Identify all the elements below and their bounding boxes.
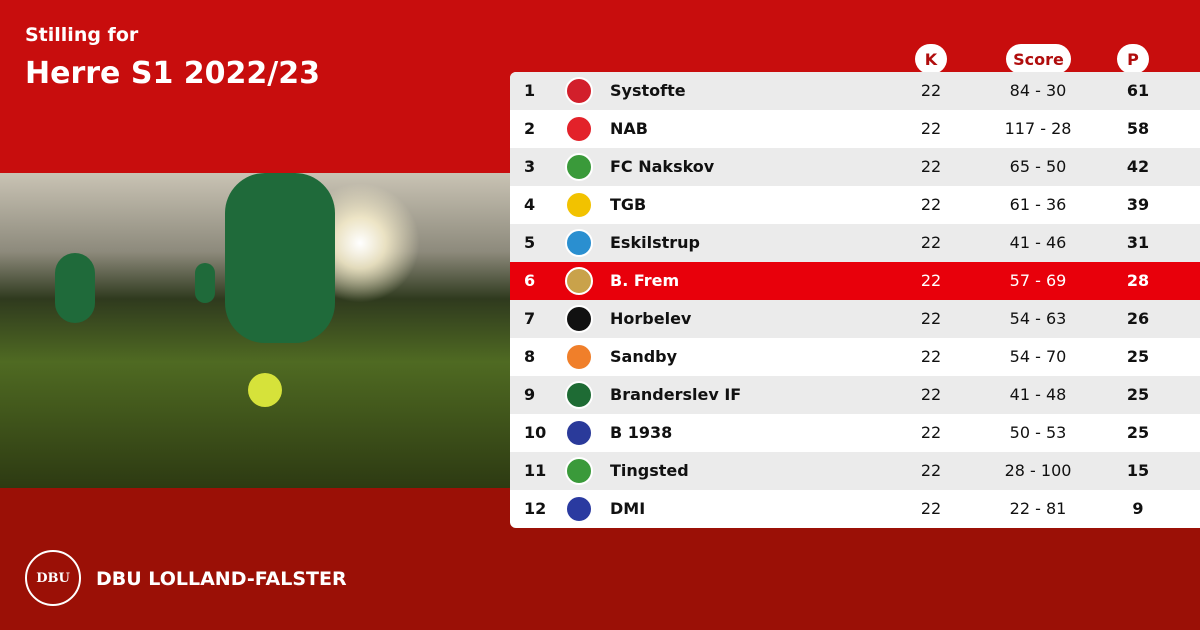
score-cell: 54 - 63 <box>1009 309 1067 328</box>
player <box>55 253 95 323</box>
rank-cell: 10 <box>524 423 547 442</box>
table-row: 6 B. Frem 22 57 - 69 28 <box>510 262 1200 300</box>
team-logo-icon <box>565 495 593 523</box>
score-cell: 65 - 50 <box>1009 157 1067 176</box>
matches-cell: 22 <box>920 423 942 442</box>
rank-cell: 7 <box>524 309 536 328</box>
matches-cell: 22 <box>920 157 942 176</box>
football <box>248 373 282 407</box>
team-logo-icon <box>565 267 593 295</box>
matches-cell: 22 <box>920 271 942 290</box>
standings-table: 1 Systofte 22 84 - 30 61 2 NAB 22 117 - 28 58 3 FC … <box>510 72 1200 528</box>
points-cell: 42 <box>1126 157 1150 176</box>
table-row: 1 Systofte 22 84 - 30 61 <box>510 72 1200 110</box>
rank-cell: 11 <box>524 461 547 480</box>
rank-cell: 6 <box>524 271 536 290</box>
table-row: 4 TGB 22 61 - 36 39 <box>510 186 1200 224</box>
table-row: 11 Tingsted 22 28 - 100 15 <box>510 452 1200 490</box>
table-row: 10 B 1938 22 50 - 53 25 <box>510 414 1200 452</box>
football-photo <box>0 173 510 488</box>
team-logo-icon <box>565 77 593 105</box>
matches-cell: 22 <box>920 385 942 404</box>
player <box>225 173 335 343</box>
team-name: NAB <box>610 119 648 138</box>
rank-cell: 3 <box>524 157 536 176</box>
score-cell: 54 - 70 <box>1009 347 1067 366</box>
subtitle: Stilling for <box>25 24 139 46</box>
matches-cell: 22 <box>920 233 942 252</box>
rank-cell: 9 <box>524 385 536 404</box>
team-logo-icon <box>565 419 593 447</box>
matches-cell: 22 <box>920 309 942 328</box>
team-logo-icon <box>565 305 593 333</box>
team-logo-icon <box>565 343 593 371</box>
player <box>195 263 215 303</box>
team-name: Branderslev IF <box>610 385 742 404</box>
team-name: Horbelev <box>610 309 692 328</box>
score-cell: 41 - 48 <box>1009 385 1067 404</box>
points-cell: 28 <box>1126 271 1150 290</box>
team-logo-icon <box>565 191 593 219</box>
score-cell: 28 - 100 <box>1004 461 1072 480</box>
rank-cell: 8 <box>524 347 536 366</box>
team-logo-icon <box>565 153 593 181</box>
team-name: B. Frem <box>610 271 680 290</box>
matches-cell: 22 <box>920 119 942 138</box>
dbu-logo: DBU <box>25 550 81 606</box>
team-name: Tingsted <box>610 461 689 480</box>
column-header-k: K <box>915 44 947 74</box>
page-title: Herre S1 2022/23 <box>25 56 320 91</box>
points-cell: 25 <box>1126 347 1150 366</box>
score-cell: 57 - 69 <box>1009 271 1067 290</box>
table-row: 12 DMI 22 22 - 81 9 <box>510 490 1200 528</box>
team-name: DMI <box>610 499 646 518</box>
team-name: FC Nakskov <box>610 157 715 176</box>
points-cell: 58 <box>1126 119 1150 138</box>
team-name: Sandby <box>610 347 678 366</box>
team-name: B 1938 <box>610 423 673 442</box>
matches-cell: 22 <box>920 81 942 100</box>
score-cell: 84 - 30 <box>1009 81 1067 100</box>
matches-cell: 22 <box>920 195 942 214</box>
team-logo-icon <box>565 381 593 409</box>
points-cell: 26 <box>1126 309 1150 328</box>
team-name: Eskilstrup <box>610 233 700 252</box>
points-cell: 39 <box>1126 195 1150 214</box>
column-header-p: P <box>1117 44 1149 74</box>
matches-cell: 22 <box>920 461 942 480</box>
points-cell: 15 <box>1126 461 1150 480</box>
score-cell: 41 - 46 <box>1009 233 1067 252</box>
team-logo-icon <box>565 115 593 143</box>
points-cell: 31 <box>1126 233 1150 252</box>
score-cell: 61 - 36 <box>1009 195 1067 214</box>
rank-cell: 4 <box>524 195 536 214</box>
score-cell: 22 - 81 <box>1009 499 1067 518</box>
matches-cell: 22 <box>920 347 942 366</box>
team-name: TGB <box>610 195 647 214</box>
table-row: 2 NAB 22 117 - 28 58 <box>510 110 1200 148</box>
score-cell: 50 - 53 <box>1009 423 1067 442</box>
points-cell: 25 <box>1126 423 1150 442</box>
org-name: DBU LOLLAND-FALSTER <box>96 568 347 590</box>
rank-cell: 12 <box>524 499 547 518</box>
table-row: 9 Branderslev IF 22 41 - 48 25 <box>510 376 1200 414</box>
team-name: Systofte <box>610 81 686 100</box>
points-cell: 25 <box>1126 385 1150 404</box>
table-row: 8 Sandby 22 54 - 70 25 <box>510 338 1200 376</box>
points-cell: 61 <box>1126 81 1150 100</box>
table-row: 7 Horbelev 22 54 - 63 26 <box>510 300 1200 338</box>
column-header-score: Score <box>1006 44 1071 74</box>
table-row: 3 FC Nakskov 22 65 - 50 42 <box>510 148 1200 186</box>
rank-cell: 1 <box>524 81 536 100</box>
score-cell: 117 - 28 <box>1004 119 1072 138</box>
points-cell: 9 <box>1132 499 1144 518</box>
rank-cell: 5 <box>524 233 536 252</box>
rank-cell: 2 <box>524 119 536 138</box>
table-row: 5 Eskilstrup 22 41 - 46 31 <box>510 224 1200 262</box>
matches-cell: 22 <box>920 499 942 518</box>
team-logo-icon <box>565 457 593 485</box>
team-logo-icon <box>565 229 593 257</box>
